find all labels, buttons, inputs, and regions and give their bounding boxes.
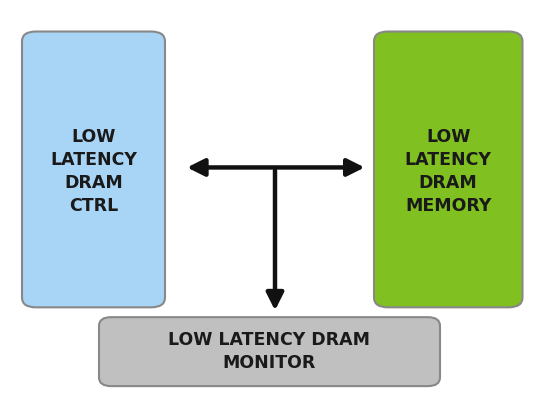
FancyBboxPatch shape (374, 32, 522, 307)
Text: LOW
LATENCY
DRAM
CTRL: LOW LATENCY DRAM CTRL (50, 128, 137, 215)
Text: LOW
LATENCY
DRAM
MEMORY: LOW LATENCY DRAM MEMORY (405, 128, 492, 215)
FancyBboxPatch shape (22, 32, 165, 307)
Text: LOW LATENCY DRAM
MONITOR: LOW LATENCY DRAM MONITOR (168, 331, 371, 372)
FancyBboxPatch shape (99, 317, 440, 386)
